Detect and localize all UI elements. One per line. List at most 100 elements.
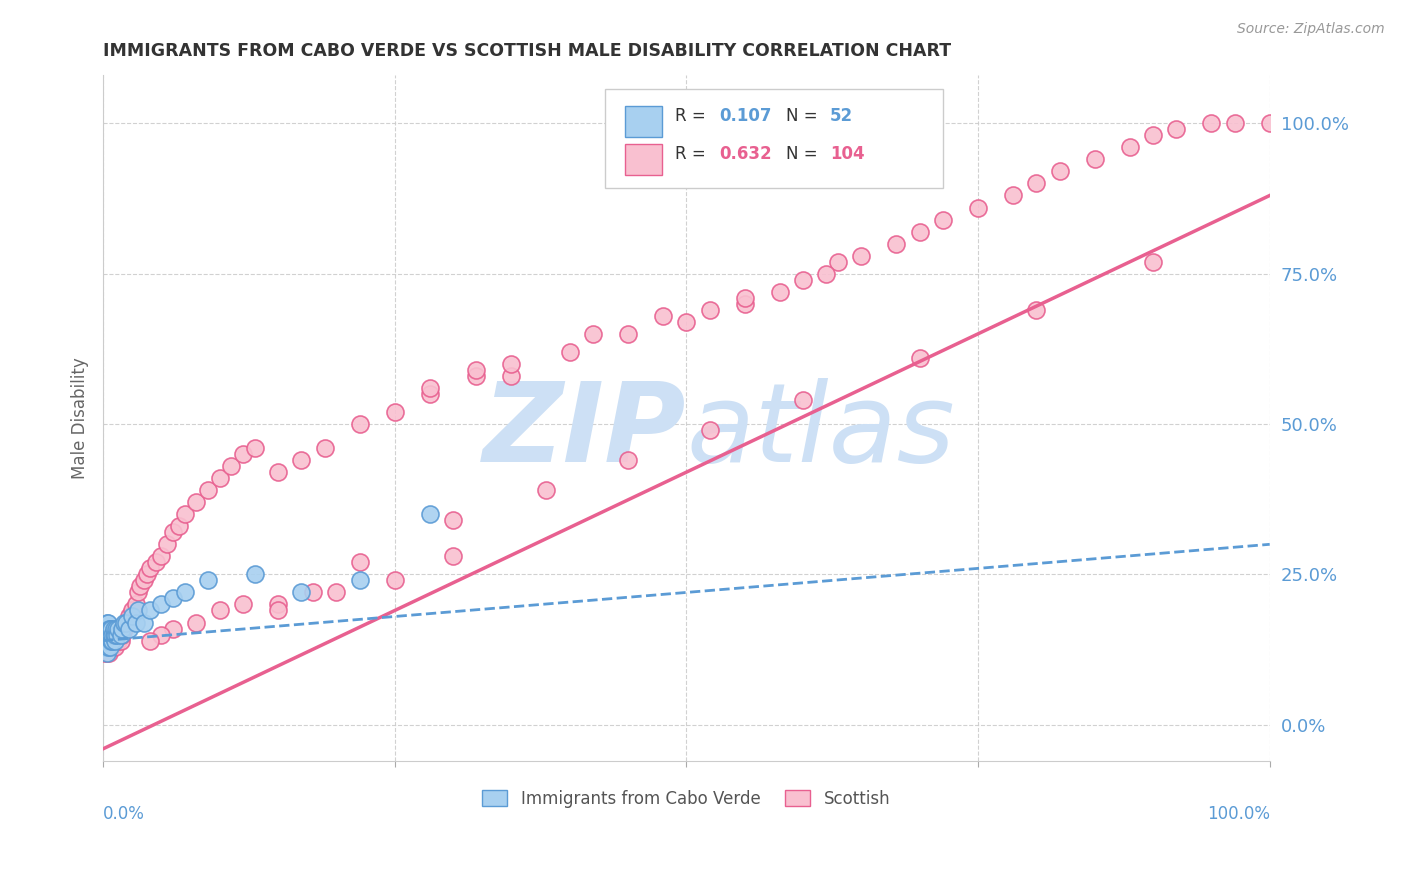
Point (792, 392, 814, 407)
Point (349, 417, 371, 431)
Point (100, 627, 122, 641)
Text: 0.0%: 0.0% (103, 805, 145, 823)
Point (186, 495, 208, 509)
Point (419, 387, 441, 401)
Point (121, 609, 143, 624)
Text: 104: 104 (830, 145, 865, 163)
Point (465, 368, 488, 383)
Point (103, 622, 125, 636)
Text: 52: 52 (830, 107, 853, 126)
FancyBboxPatch shape (624, 144, 662, 175)
Point (105, 627, 128, 641)
Point (536, 483, 558, 498)
Point (617, 326, 640, 341)
Point (908, 351, 931, 365)
Point (652, 309, 675, 323)
Point (100, 633, 122, 648)
Point (96, 646, 118, 660)
Point (734, 297, 756, 311)
Point (167, 519, 190, 533)
Point (97, 615, 120, 630)
Text: R =: R = (675, 107, 711, 126)
Point (384, 405, 406, 419)
Text: IMMIGRANTS FROM CABO VERDE VS SCOTTISH MALE DISABILITY CORRELATION CHART: IMMIGRANTS FROM CABO VERDE VS SCOTTISH M… (103, 42, 952, 60)
Point (97, 622, 120, 636)
Point (1025, 302, 1047, 317)
Point (139, 603, 162, 617)
Point (97, 627, 120, 641)
Point (267, 598, 290, 612)
Point (208, 471, 231, 485)
Text: 100.0%: 100.0% (1206, 805, 1270, 823)
Point (94, 633, 117, 648)
Point (1201, 116, 1223, 130)
Point (104, 622, 127, 636)
Point (162, 525, 184, 540)
Text: Source: ZipAtlas.com: Source: ZipAtlas.com (1237, 22, 1385, 37)
Point (290, 453, 312, 467)
Point (150, 549, 173, 564)
Point (967, 201, 990, 215)
Point (97, 633, 120, 648)
Point (98, 640, 121, 654)
Point (93, 633, 115, 648)
Point (145, 555, 167, 569)
Point (94, 640, 117, 654)
Point (162, 622, 184, 636)
Point (699, 302, 721, 317)
Point (111, 627, 134, 641)
Point (96, 633, 118, 648)
Point (150, 598, 173, 612)
Point (103, 633, 125, 648)
Point (121, 603, 143, 617)
Point (501, 368, 523, 383)
Point (792, 273, 814, 287)
Point (112, 615, 135, 630)
Point (325, 585, 347, 599)
Point (96, 627, 118, 641)
Point (173, 585, 195, 599)
Point (94, 622, 117, 636)
Point (107, 633, 129, 648)
Text: R =: R = (675, 145, 711, 163)
Point (127, 603, 149, 617)
Text: ZIP: ZIP (482, 378, 686, 485)
Point (1084, 153, 1107, 167)
Point (94, 640, 117, 654)
Point (384, 574, 406, 588)
Point (186, 615, 208, 630)
Point (1223, 116, 1246, 130)
Point (93, 627, 115, 641)
Point (129, 579, 152, 593)
Point (93, 633, 115, 648)
Point (501, 357, 523, 371)
Point (349, 574, 371, 588)
Point (243, 567, 266, 582)
Point (617, 453, 640, 467)
FancyBboxPatch shape (624, 106, 662, 136)
Point (94, 627, 117, 641)
Point (118, 622, 141, 636)
Point (103, 627, 125, 641)
Point (104, 633, 127, 648)
Point (118, 609, 141, 624)
Point (558, 344, 581, 359)
Point (97, 633, 120, 648)
Point (112, 622, 135, 636)
Point (96, 622, 118, 636)
Point (98, 640, 121, 654)
Point (97, 640, 120, 654)
Point (98, 622, 121, 636)
Point (932, 212, 955, 227)
Point (582, 326, 605, 341)
Point (1258, 116, 1281, 130)
Point (101, 633, 124, 648)
Point (699, 423, 721, 437)
Point (125, 615, 148, 630)
Point (96, 615, 118, 630)
Point (197, 574, 219, 588)
Point (115, 615, 138, 630)
Point (1002, 188, 1025, 202)
Text: atlas: atlas (686, 378, 955, 485)
Point (851, 249, 873, 263)
